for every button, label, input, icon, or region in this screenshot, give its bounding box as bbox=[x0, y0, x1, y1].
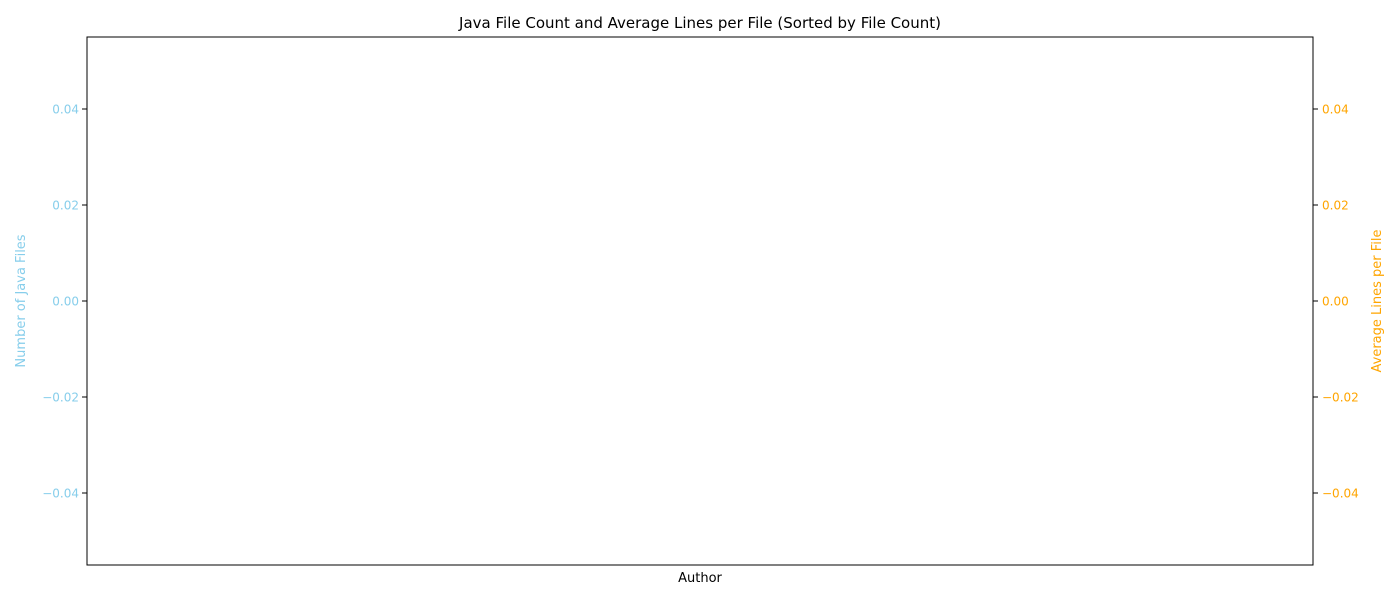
left-y-tick-label: −0.02 bbox=[42, 391, 79, 405]
left-y-tick-label: 0.04 bbox=[52, 103, 79, 117]
left-y-tick-label: −0.04 bbox=[42, 487, 79, 501]
right-y-tick-label: 0.00 bbox=[1322, 295, 1349, 309]
x-axis-label: Author bbox=[678, 571, 722, 586]
left-y-axis-ticks: 0.04 0.02 0.00 −0.02 −0.04 bbox=[42, 103, 87, 501]
left-y-tick-label: 0.02 bbox=[52, 199, 79, 213]
right-y-tick-label: −0.02 bbox=[1322, 391, 1359, 405]
right-y-axis-label: Average Lines per File bbox=[1370, 230, 1385, 373]
left-y-tick-label: 0.00 bbox=[52, 295, 79, 309]
right-y-tick-label: 0.02 bbox=[1322, 199, 1349, 213]
plot-frame bbox=[86, 36, 1314, 566]
right-y-axis-ticks: 0.04 0.02 0.00 −0.02 −0.04 bbox=[1313, 103, 1359, 501]
right-y-tick-label: 0.04 bbox=[1322, 103, 1349, 117]
chart-title: Java File Count and Average Lines per Fi… bbox=[458, 14, 941, 32]
left-y-axis-label: Number of Java Files bbox=[14, 234, 29, 367]
right-y-tick-label: −0.04 bbox=[1322, 487, 1359, 501]
